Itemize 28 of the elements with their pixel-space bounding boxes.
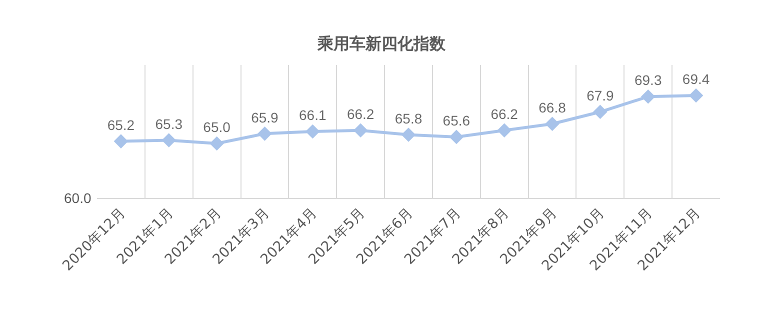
data-label: 69.3 bbox=[634, 72, 662, 88]
data-label: 65.0 bbox=[203, 119, 231, 136]
point bbox=[593, 104, 608, 120]
data-label: 65.3 bbox=[155, 116, 183, 132]
data-label: 67.9 bbox=[586, 88, 614, 104]
point bbox=[545, 116, 560, 132]
chart-title: 乘用车新四化指数 bbox=[316, 34, 446, 53]
data-label: 66.2 bbox=[346, 106, 374, 122]
point bbox=[449, 130, 464, 144]
point bbox=[640, 89, 656, 104]
data-label: 65.2 bbox=[107, 116, 135, 133]
data-label: 66.1 bbox=[299, 107, 326, 124]
point bbox=[688, 88, 704, 103]
point bbox=[162, 133, 176, 148]
point bbox=[258, 126, 272, 141]
data-label: 65.6 bbox=[442, 112, 470, 129]
text: 60.0 bbox=[64, 190, 92, 206]
data-label: 65.8 bbox=[394, 110, 422, 126]
point bbox=[306, 124, 320, 139]
point bbox=[353, 123, 368, 138]
point bbox=[210, 136, 224, 151]
data-label: 66.8 bbox=[538, 99, 566, 116]
point bbox=[401, 128, 416, 142]
point bbox=[114, 134, 128, 148]
data-label: 66.2 bbox=[490, 106, 518, 122]
point bbox=[497, 123, 512, 138]
data-label: 65.9 bbox=[251, 109, 279, 126]
data-label: 69.4 bbox=[682, 71, 710, 88]
